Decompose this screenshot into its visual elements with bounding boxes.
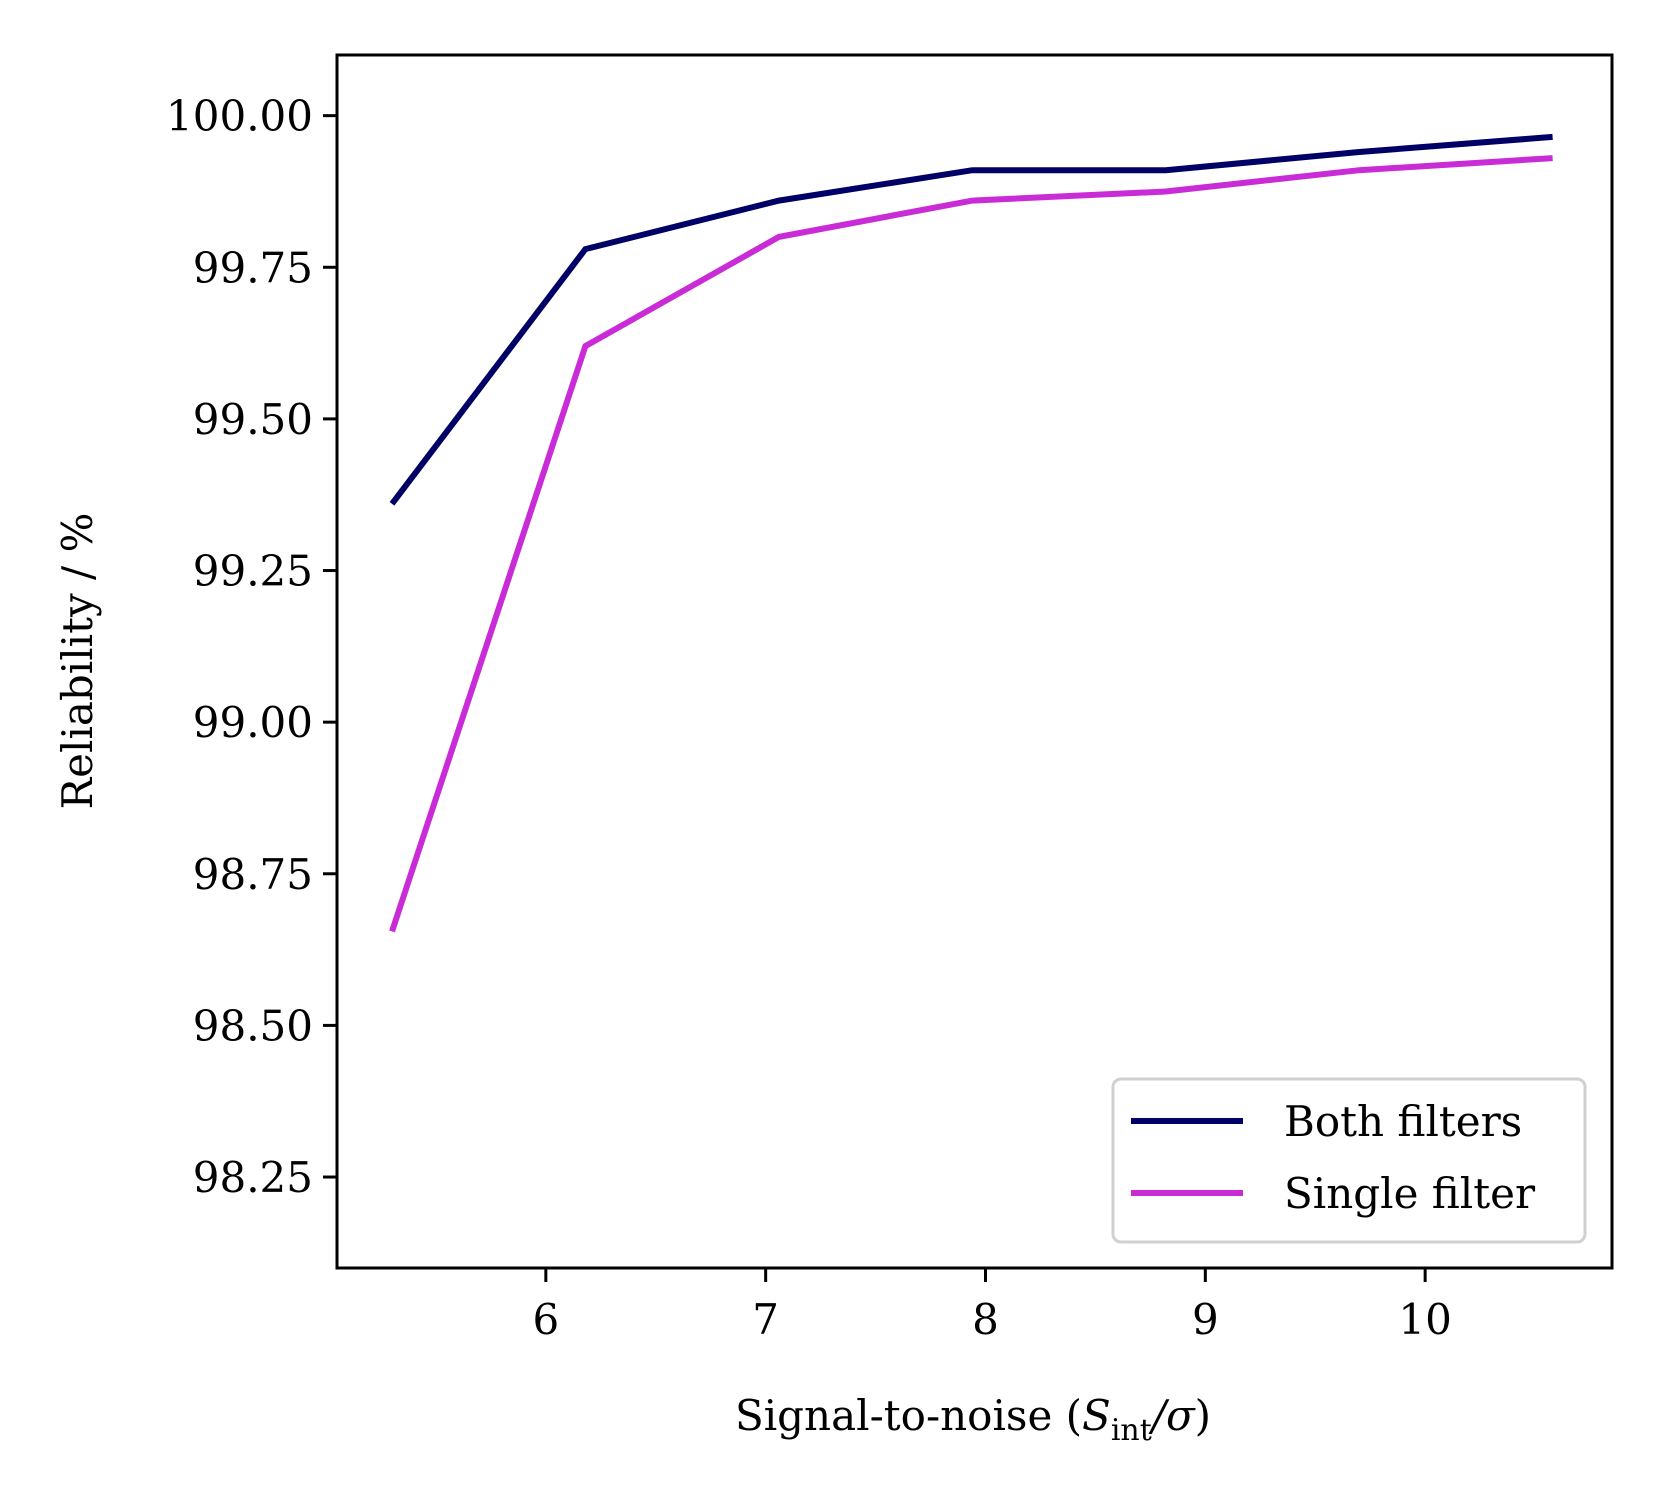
x-tick-label: 7 (752, 1295, 779, 1344)
y-tick-label: 98.50 (193, 1001, 313, 1050)
y-tick-label: 98.75 (193, 850, 313, 899)
x-tick-label: 9 (1192, 1295, 1219, 1344)
legend-label-single-filter: Single filter (1284, 1169, 1536, 1218)
x-tick-label: 6 (532, 1295, 559, 1344)
series-line-both-filters (389, 133, 1553, 506)
x-axis-label-sigma: /σ (1148, 1391, 1196, 1440)
series-lines (389, 133, 1553, 933)
x-axis-label-subscript: int (1111, 1413, 1152, 1448)
y-tick-label: 100.00 (166, 92, 313, 141)
plot-frame (335, 53, 1614, 1270)
x-axis-label-close: ) (1195, 1391, 1211, 1440)
y-tick-label: 99.25 (193, 547, 313, 596)
y-tick-label: 99.75 (193, 243, 313, 292)
x-axis-label-s: S (1082, 1391, 1111, 1440)
x-axis-ticks: 6 7 8 9 10 (532, 1268, 1452, 1344)
y-tick-label: 99.00 (193, 698, 313, 747)
y-tick-label: 98.25 (193, 1153, 313, 1202)
x-tick-label: 8 (972, 1295, 999, 1344)
y-axis-ticks: 98.25 98.50 98.75 99.00 99.25 99.50 99.75 100.0… (166, 92, 337, 1202)
y-axis-label: Reliability / % (53, 513, 102, 810)
x-tick-label: 10 (1398, 1295, 1451, 1344)
x-axis-label-text: Signal-to-noise ( (735, 1391, 1082, 1440)
x-axis-label: Signal-to-noise (Sint/σ) (735, 1391, 1211, 1448)
legend-label-both-filters: Both filters (1284, 1097, 1522, 1146)
y-tick-label: 99.50 (193, 395, 313, 444)
series-line-single-filter (389, 155, 1553, 933)
legend: Both filters Single filter (1111, 1077, 1587, 1244)
